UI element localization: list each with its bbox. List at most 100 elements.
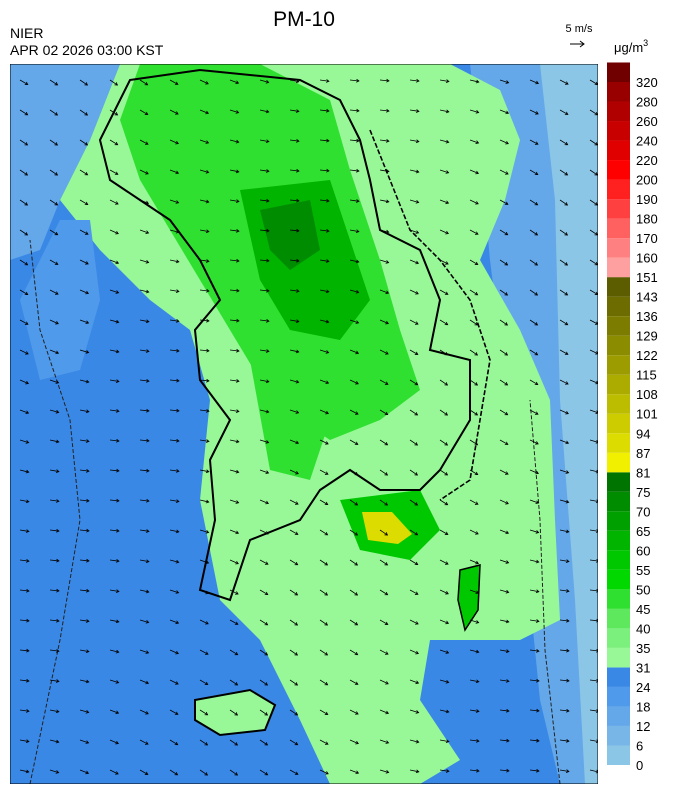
wind-arrow [49, 349, 60, 355]
wind-arrow [139, 589, 150, 594]
wind-arrow [319, 168, 330, 173]
wind-arrow [289, 679, 299, 686]
wind-arrow [439, 289, 449, 295]
wind-arrow [319, 259, 330, 263]
wind-arrow [259, 169, 270, 173]
wind-scale-arrow [570, 40, 585, 48]
colorbar-cell [607, 335, 630, 356]
wind-arrow [229, 619, 239, 625]
wind-arrow [319, 319, 330, 324]
wind-arrow [409, 78, 420, 83]
colorbar-cell [607, 179, 630, 200]
wind-arrow [319, 619, 329, 626]
wind-arrow [169, 469, 180, 473]
wind-arrow [349, 769, 360, 775]
wind-arrow [199, 109, 210, 115]
wind-arrow [499, 139, 509, 145]
wind-arrow [499, 559, 510, 564]
colorbar-label: 65 [636, 524, 650, 539]
wind-arrow [109, 739, 119, 745]
wind-arrow [379, 169, 390, 173]
wind-arrow [469, 738, 480, 743]
colorbar-cell [607, 725, 630, 746]
wind-arrow [319, 439, 329, 445]
wind-arrow [349, 529, 359, 536]
wind-arrow [259, 589, 269, 595]
wind-arrow [169, 438, 180, 443]
wind-arrow [19, 229, 29, 236]
wind-arrow [529, 289, 539, 296]
wind-arrow [229, 649, 239, 656]
wind-arrow [49, 379, 60, 384]
wind-arrow [49, 618, 60, 623]
wind-arrow [79, 769, 90, 775]
agency: NIER [10, 25, 43, 41]
wind-arrow [529, 409, 539, 415]
wind-arrow [499, 469, 509, 475]
wind-arrow [139, 229, 150, 234]
colorbar-cell [607, 628, 630, 648]
wind-arrow [49, 709, 60, 714]
wind-arrow [529, 319, 539, 326]
wind-arrow [349, 649, 359, 656]
colorbar-label: 260 [636, 114, 658, 129]
wind-arrow [379, 469, 389, 476]
wind-arrow [319, 769, 329, 775]
colorbar-cell [607, 511, 630, 531]
wind-arrow [529, 109, 539, 115]
wind-arrow [409, 259, 420, 265]
wind-arrow [169, 319, 180, 323]
colorbar-label: 108 [636, 387, 658, 402]
colorbar-label: 60 [636, 543, 650, 558]
wind-arrow [49, 79, 59, 86]
wind-arrow [319, 529, 329, 536]
wind-arrow [199, 169, 210, 174]
colorbar-label: 122 [636, 348, 658, 363]
wind-arrow [139, 408, 150, 413]
wind-arrow [19, 678, 30, 683]
wind-arrow [589, 618, 598, 623]
wind-arrow [349, 679, 359, 685]
wind-arrow [49, 229, 59, 236]
wind-arrow [469, 139, 480, 144]
wind-arrow [229, 469, 240, 474]
colorbar-cell [607, 140, 630, 161]
wind-arrow [139, 109, 149, 115]
wind-arrow [499, 259, 509, 266]
timestamp: APR 02 2026 03:00 KST [10, 42, 164, 58]
wind-arrow [379, 349, 389, 355]
wind-arrow [199, 469, 210, 474]
wind-arrow [409, 289, 419, 295]
wind-arrow [379, 589, 389, 596]
wind-arrow [19, 379, 30, 385]
wind-arrow [49, 739, 60, 744]
wind-arrow [379, 499, 389, 506]
wind-arrow [109, 79, 119, 86]
wind-arrow [169, 739, 179, 746]
wind-arrow [169, 559, 180, 564]
wind-arrow [559, 739, 570, 743]
wind-arrow [439, 769, 450, 773]
colorbar-label: 180 [636, 212, 658, 227]
wind-arrow [169, 169, 180, 175]
wind-arrow [379, 769, 390, 774]
colorbar-cell [607, 608, 630, 629]
wind-arrow [289, 319, 300, 324]
colorbar-label: 70 [636, 504, 650, 519]
wind-arrow [169, 199, 180, 204]
wind-arrow [79, 739, 90, 744]
wind-arrow [79, 259, 89, 265]
wind-arrow [229, 288, 240, 293]
wind-arrow [349, 259, 360, 264]
wind-arrow [409, 199, 420, 204]
wind-arrow [139, 259, 150, 264]
wind-arrow [289, 289, 300, 293]
wind-arrow [79, 498, 90, 503]
wind-arrow [109, 139, 119, 146]
wind-arrow [169, 378, 180, 383]
map [10, 64, 598, 784]
colorbar-label: 280 [636, 95, 658, 110]
wind-arrow [109, 589, 120, 593]
colorbar-cell [607, 589, 630, 609]
colorbar-cell [607, 62, 630, 82]
